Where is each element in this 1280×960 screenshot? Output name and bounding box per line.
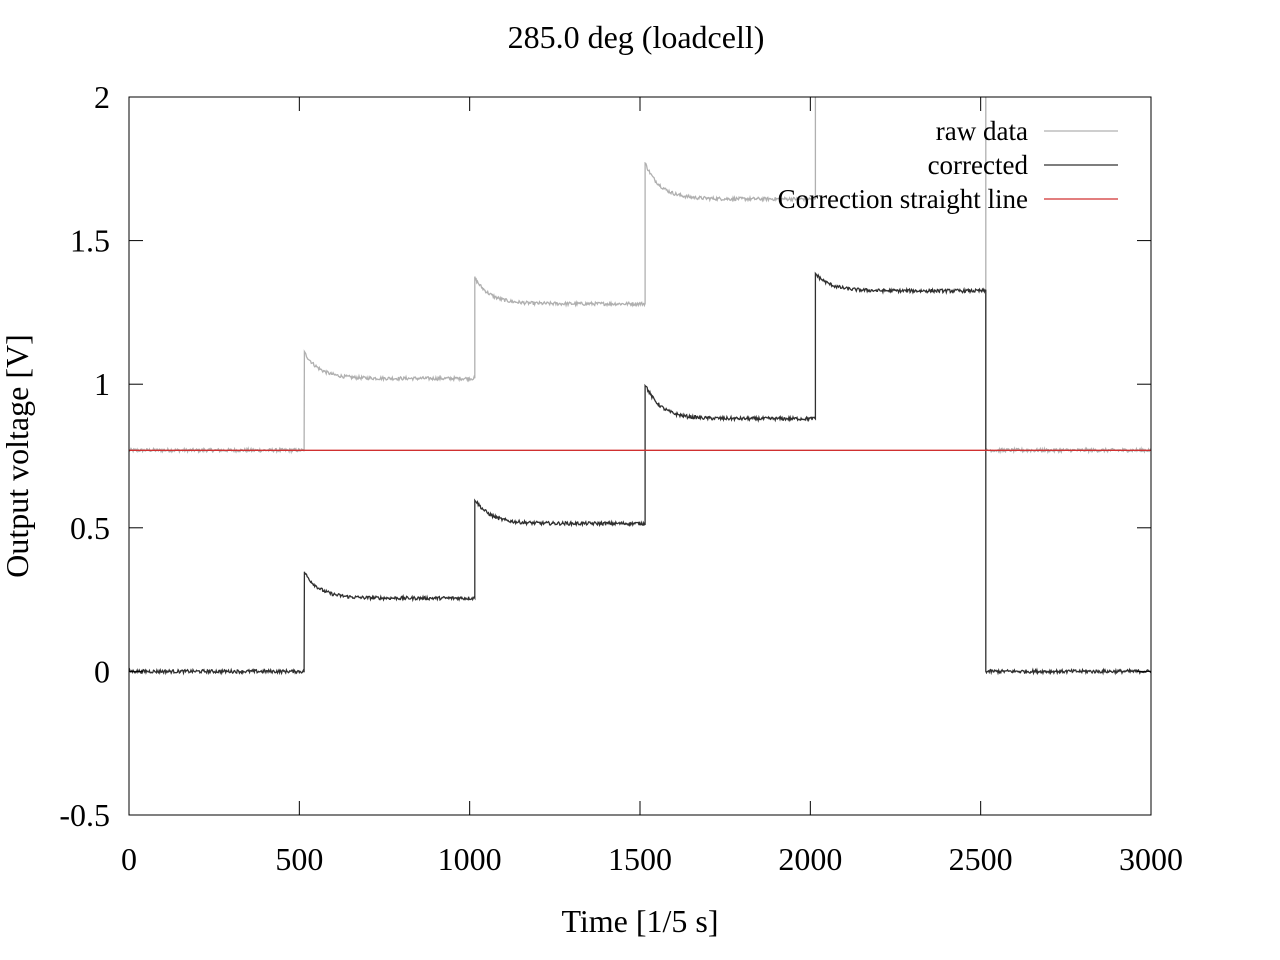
y-tick-label: 2 [94,79,110,115]
legend-label: Correction straight line [778,184,1028,214]
y-tick-label: -0.5 [59,797,110,833]
chart-title: 285.0 deg (loadcell) [508,19,765,55]
y-tick-label: 0 [94,653,110,689]
x-tick-label: 500 [275,841,323,877]
x-tick-label: 1000 [438,841,502,877]
x-axis-label: Time [1/5 s] [561,903,718,939]
y-tick-labels: -0.5 0 0.5 1 1.5 2 [59,79,110,833]
plot-frame [128,96,1152,816]
y-tick-label: 1 [94,366,110,402]
legend: raw data corrected Correction straight lin… [778,116,1118,214]
legend-label: corrected [928,150,1029,180]
plot-area [128,96,1152,816]
y-tick-label: 0.5 [70,510,110,546]
legend-label: raw data [936,116,1028,146]
y-axis-label: Output voltage [V] [0,334,35,578]
x-tick-label: 1500 [608,841,672,877]
x-tick-label: 3000 [1119,841,1183,877]
x-tick-label: 2000 [778,841,842,877]
series-line-1 [129,271,1151,676]
y-tick-label: 1.5 [70,223,110,259]
x-tick-label: 2500 [949,841,1013,877]
series-layer [129,97,1151,676]
x-tick-label: 0 [121,841,137,877]
x-tick-labels: 0 500 1000 1500 2000 2500 3000 [121,841,1183,877]
